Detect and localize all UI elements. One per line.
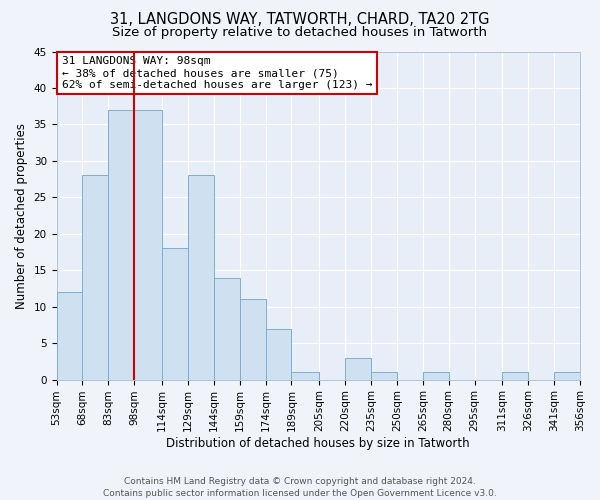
- Bar: [423, 372, 449, 380]
- Bar: [134, 110, 162, 380]
- Bar: [292, 372, 319, 380]
- Bar: [371, 372, 397, 380]
- Bar: [188, 176, 214, 380]
- Bar: [214, 278, 239, 380]
- Bar: [554, 372, 580, 380]
- Bar: [82, 176, 109, 380]
- Bar: [345, 358, 371, 380]
- Bar: [266, 328, 292, 380]
- Text: Contains HM Land Registry data © Crown copyright and database right 2024.
Contai: Contains HM Land Registry data © Crown c…: [103, 476, 497, 498]
- Bar: [56, 292, 82, 380]
- X-axis label: Distribution of detached houses by size in Tatworth: Distribution of detached houses by size …: [166, 437, 470, 450]
- Text: 31, LANGDONS WAY, TATWORTH, CHARD, TA20 2TG: 31, LANGDONS WAY, TATWORTH, CHARD, TA20 …: [110, 12, 490, 28]
- Y-axis label: Number of detached properties: Number of detached properties: [15, 122, 28, 308]
- Text: 31 LANGDONS WAY: 98sqm
← 38% of detached houses are smaller (75)
62% of semi-det: 31 LANGDONS WAY: 98sqm ← 38% of detached…: [62, 56, 372, 90]
- Text: Size of property relative to detached houses in Tatworth: Size of property relative to detached ho…: [113, 26, 487, 39]
- Bar: [502, 372, 528, 380]
- Bar: [162, 248, 188, 380]
- Bar: [109, 110, 134, 380]
- Bar: [239, 300, 266, 380]
